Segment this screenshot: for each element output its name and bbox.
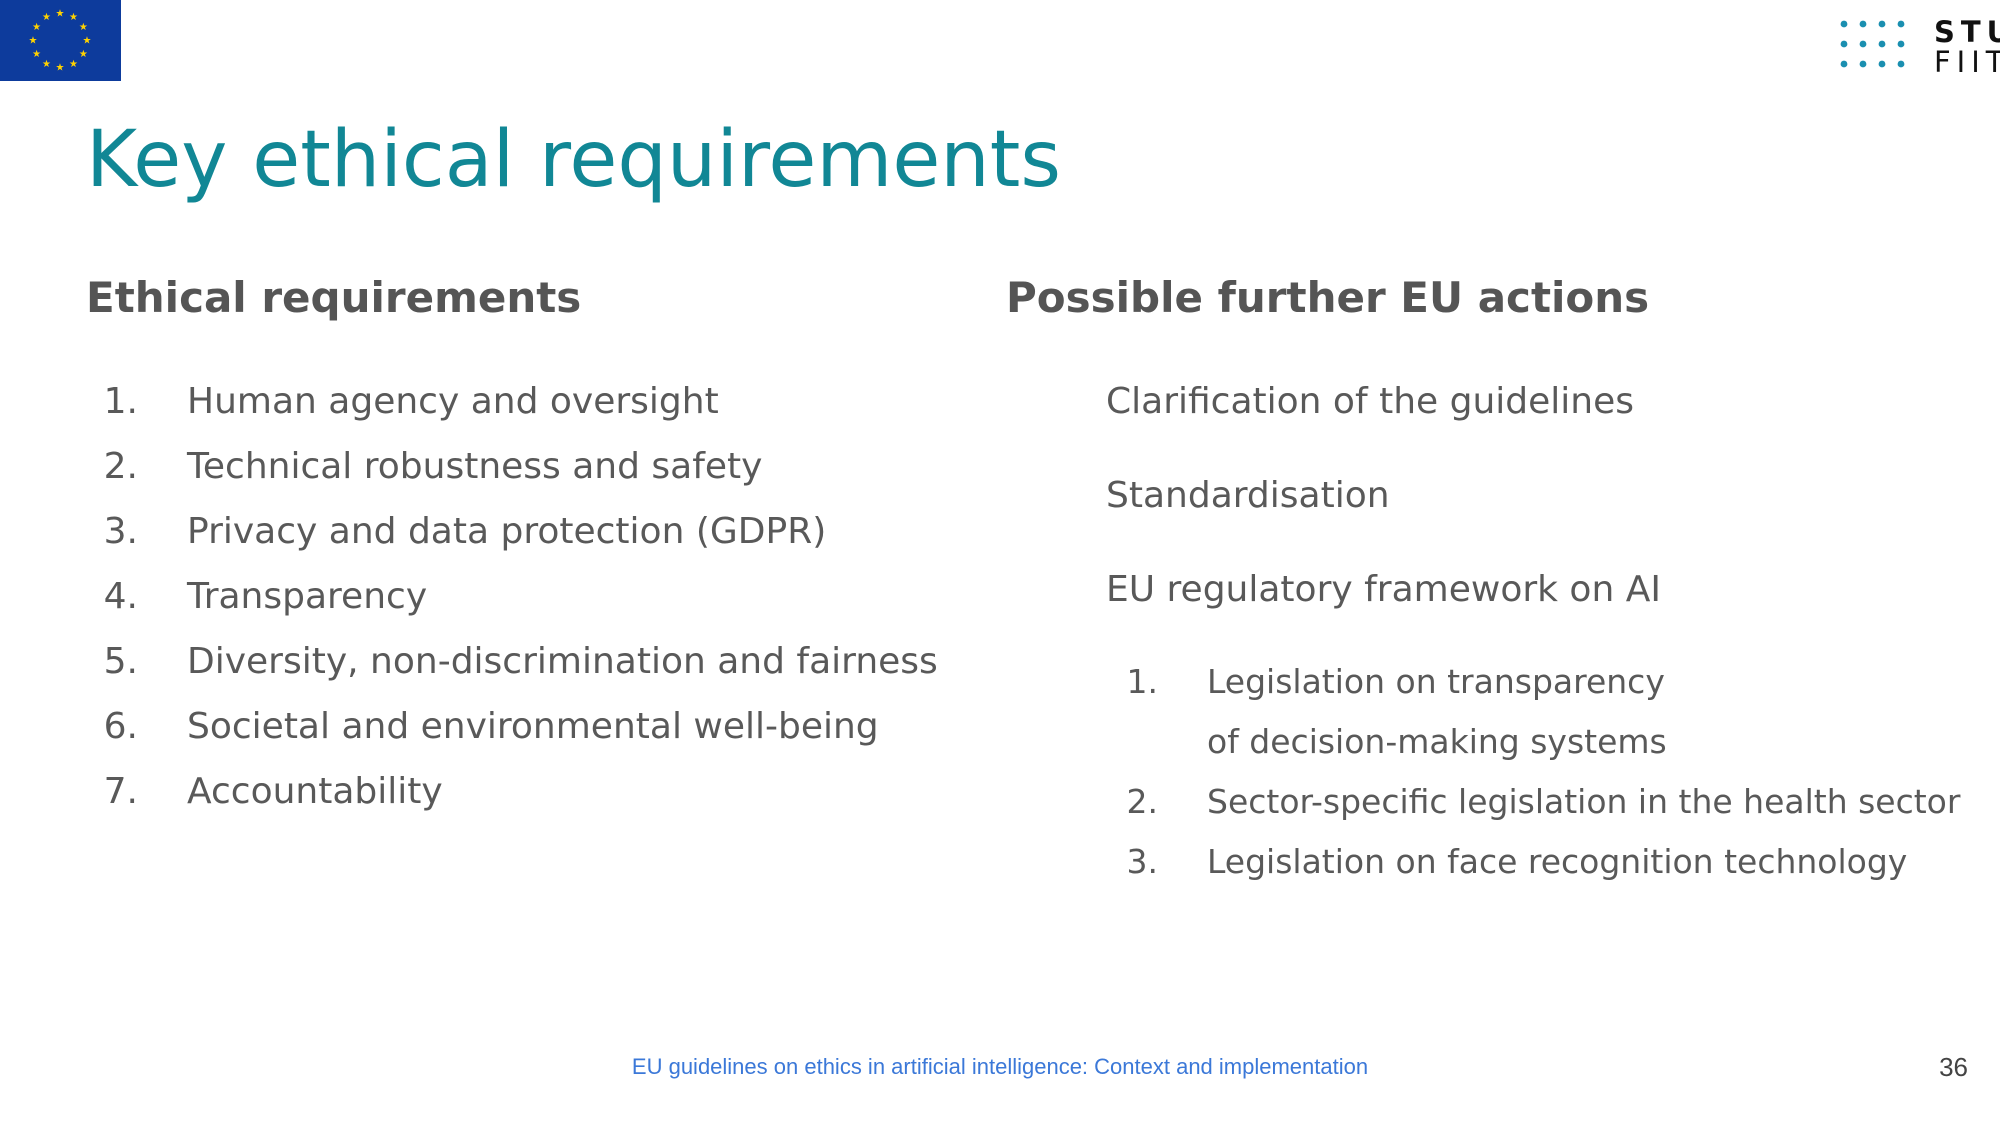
eu-star-icon: ★: [42, 12, 51, 23]
logo-text-stu: STU: [1934, 15, 2000, 49]
list-item-number: 1.: [103, 381, 138, 422]
logo-dot: [1859, 20, 1867, 28]
list-item-text: Transparency: [187, 576, 428, 617]
footer-caption: EU guidelines on ethics in artificial in…: [631, 1054, 1369, 1079]
list-item: 1. Legislation on transparency of decisio…: [1106, 652, 1986, 772]
logo-dot: [1897, 40, 1905, 48]
page-number: 36: [1939, 1052, 1968, 1082]
list-item-number: 2.: [1126, 782, 1159, 821]
logo-dot: [1840, 40, 1848, 48]
ethical-requirements-heading: Ethical requirements: [86, 273, 582, 322]
eu-star-icon: ★: [69, 12, 78, 23]
eu-actions-heading: Possible further EU actions: [1006, 273, 1650, 322]
list-item: 6. Societal and environmental well-being: [86, 697, 986, 762]
list-item: 3. Privacy and data protection (GDPR): [86, 502, 986, 567]
logo-dot: [1878, 40, 1886, 48]
list-item-text: Accountability: [187, 771, 443, 812]
logo-dot: [1878, 60, 1886, 68]
list-item-number: 6.: [103, 706, 138, 747]
legislation-list: 1. Legislation on transparency of decisio…: [1106, 652, 1986, 892]
eu-star-icon: ★: [79, 22, 88, 33]
eu-star-icon: ★: [32, 22, 41, 33]
logo-dot: [1878, 20, 1886, 28]
list-item: 3. Legislation on face recognition techno…: [1106, 832, 1986, 892]
eu-star-icon: ★: [69, 59, 78, 70]
eu-star-icon: ★: [56, 9, 65, 20]
list-item: 1. Human agency and oversight: [86, 372, 986, 437]
list-item-text: Societal and environmental well-being: [187, 706, 879, 747]
list-item-number: 2.: [103, 446, 138, 487]
slide-title: Key ethical requirements: [86, 115, 1061, 205]
eu-star-icon: ★: [83, 36, 92, 47]
eu-star-icon: ★: [32, 49, 41, 60]
logo-dot: [1859, 40, 1867, 48]
list-item: 5. Diversity, non-discrimination and fair…: [86, 632, 986, 697]
list-item-text: Privacy and data protection (GDPR): [187, 511, 827, 552]
list-item-text: Sector-specific legislation in the healt…: [1207, 782, 1961, 821]
eu-star-icon: ★: [29, 36, 38, 47]
action-standardisation: Standardisation: [1106, 475, 1390, 516]
list-item: 4. Transparency: [86, 567, 986, 632]
list-item-number: 5.: [103, 641, 138, 682]
list-item-number: 4.: [103, 576, 138, 617]
list-item-text: Legislation on transparency of decision-…: [1207, 662, 1667, 761]
logo-text-fiit: FIIT: [1934, 45, 2000, 79]
list-item: 2. Technical robustness and safety: [86, 437, 986, 502]
stu-fiit-logo: STU FIIT: [1838, 15, 2000, 79]
list-item-text: Technical robustness and safety: [187, 446, 763, 487]
eu-star-icon: ★: [79, 49, 88, 60]
list-item-number: 3.: [1126, 842, 1159, 881]
logo-dot: [1859, 60, 1867, 68]
list-item-number: 3.: [103, 511, 138, 552]
logo-dot: [1840, 60, 1848, 68]
eu-star-icon: ★: [56, 63, 65, 74]
logo-dot: [1897, 60, 1905, 68]
logo-dots-icon: [1840, 20, 1905, 68]
logo-dot: [1897, 20, 1905, 28]
action-regulatory-framework: EU regulatory framework on AI: [1106, 569, 1661, 610]
list-item-text: Human agency and oversight: [187, 381, 719, 422]
list-item-number: 7.: [103, 771, 138, 812]
logo-dot: [1840, 20, 1848, 28]
list-item-number: 1.: [1126, 662, 1159, 701]
list-item: 2. Sector-specific legislation in the hea…: [1106, 772, 1986, 832]
list-item-text: Legislation on face recognition technolo…: [1207, 842, 1908, 881]
list-item-text: Diversity, non-discrimination and fairne…: [187, 641, 938, 682]
ethical-requirements-list: 1. Human agency and oversight 2. Technical…: [86, 372, 986, 827]
eu-star-icon: ★: [42, 59, 51, 70]
eu-flag-icon: ★ ★ ★ ★ ★ ★ ★ ★ ★ ★ ★ ★: [0, 0, 121, 81]
action-clarification: Clarification of the guidelines: [1106, 381, 1634, 422]
list-item: 7. Accountability: [86, 762, 986, 827]
